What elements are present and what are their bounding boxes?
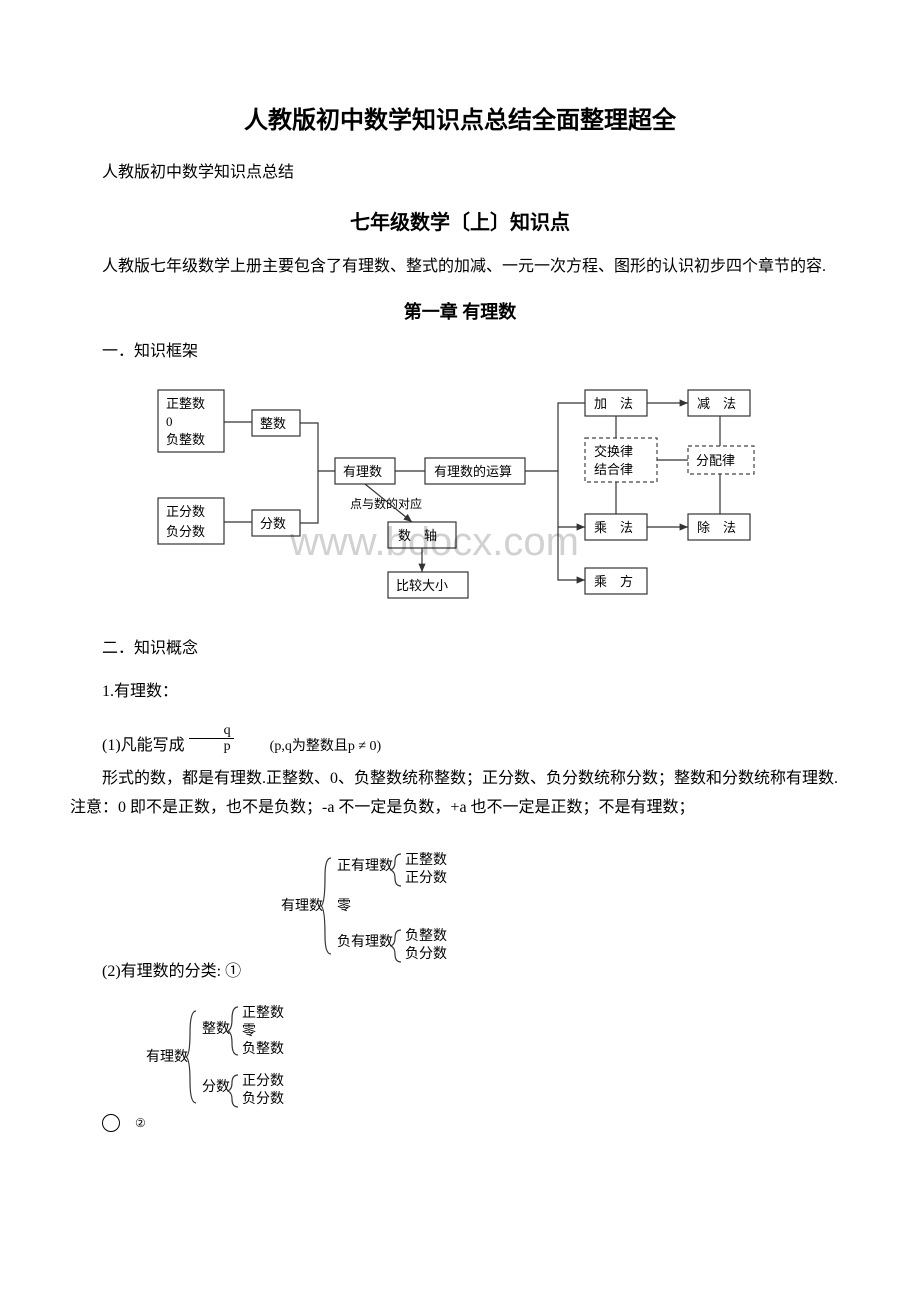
circled-2: ② [102,1114,120,1132]
main-title: 人教版初中数学知识点总结全面整理超全 [70,100,850,135]
intro-paragraph: 人教版七年级数学上册主要包含了有理数、整式的加减、一元一次方程、图形的认识初步四… [70,253,850,282]
c2-b2: 负分数 [242,1091,284,1107]
c2-a2: 零 [242,1023,256,1039]
d-law1: 交换律 [594,444,633,459]
d-pos-int: 正整数 [166,396,205,411]
c1-c1: 负整数 [405,928,447,944]
d-pow: 乘 方 [594,574,633,589]
grade-title: 七年级数学〔上〕知识点 [70,206,850,235]
section-2-label: 二．知识概念 [70,635,850,664]
c1-a: 正有理数 [337,858,393,874]
classification-2: 有理数 整数 正整数 零 负整数 分数 正分数 负分数 [146,997,356,1122]
d-rational: 有理数 [343,464,382,479]
classification-2-row: ② 有理数 整数 正整数 零 负整数 分数 正分数 负分数 [70,989,850,1132]
c1-c: 负有理数 [337,934,393,950]
section-1-label: 一．知识框架 [70,338,850,367]
c1-a1: 正整数 [405,852,447,868]
rational-heading: 1.有理数： [70,678,850,707]
classification-1-row: (2)有理数的分类: ① 有理数 正有理数 正整数 正分数 零 负有理数 负整数… [70,838,850,981]
d-pos-frac: 正分数 [166,504,205,519]
subtitle-line: 人教版初中数学知识点总结 [70,159,850,188]
def1-cond: (p,q为整数且p ≠ 0) [238,735,382,755]
c1-root: 有理数 [281,898,323,914]
c2-b: 分数 [202,1079,230,1095]
definition-1: (1)凡能写成 q p (p,q为整数且p ≠ 0) [70,723,850,755]
frac-num: q [189,723,234,739]
d-add: 加 法 [594,396,633,411]
d-compare: 比较大小 [396,578,448,593]
c2-a: 整数 [202,1021,230,1037]
d-axis: 数 轴 [398,528,437,543]
c2-b1: 正分数 [242,1073,284,1089]
c2-root: 有理数 [146,1049,188,1065]
def1-body: 形式的数，都是有理数.正整数、0、负整数统称整数；正分数、负分数统称分数；整数和… [70,765,850,823]
frac-den: p [189,739,234,754]
def1-prefix: (1)凡能写成 [70,731,185,755]
def2-prefix: (2)有理数的分类: ① [70,957,241,981]
d-int: 整数 [260,416,286,431]
c1-b: 零 [337,898,351,914]
knowledge-diagram: 正整数 0 负整数 整数 正分数 负分数 分数 有理数 有理数的运算 点与数的对… [140,380,780,615]
d-neg-int: 负整数 [166,432,205,447]
c1-c2: 负分数 [405,946,447,962]
classification-1: 有理数 正有理数 正整数 正分数 零 负有理数 负整数 负分数 [281,846,511,971]
d-corr: 点与数的对应 [350,496,422,511]
d-sub: 减 法 [697,396,736,411]
d-zero: 0 [166,414,173,429]
c2-a1: 正整数 [242,1005,284,1021]
c2-a3: 负整数 [242,1041,284,1057]
d-div: 除 法 [697,520,736,535]
c1-a2: 正分数 [405,870,447,886]
d-frac: 分数 [260,516,286,531]
d-mul: 乘 法 [594,520,633,535]
chapter-title: 第一章 有理数 [70,298,850,324]
fraction-qp: q p [189,723,234,755]
d-dist: 分配律 [696,453,735,468]
d-ops: 有理数的运算 [434,464,512,479]
d-neg-frac: 负分数 [166,524,205,539]
d-law2: 结合律 [594,462,633,477]
